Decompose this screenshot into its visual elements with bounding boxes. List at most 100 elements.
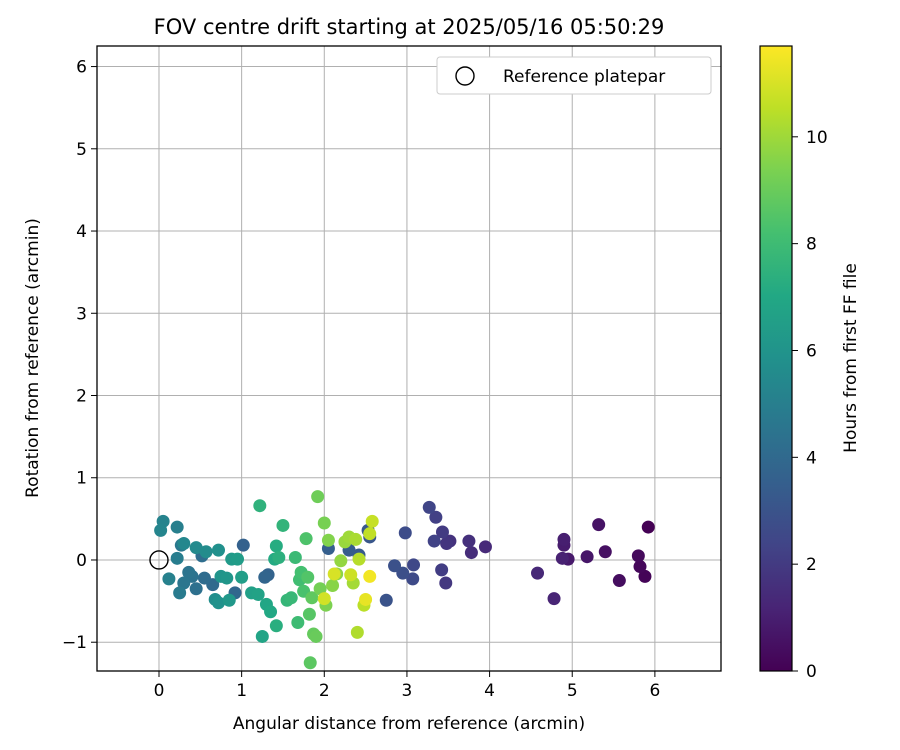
colorbar-ticks: 0 2 4 6 8 10 [792,128,828,682]
data-point [170,551,184,565]
data-point [305,591,319,605]
data-point [407,558,421,572]
colorbar-tick-label: 4 [806,448,817,468]
x-tick-label: 1 [236,681,247,701]
plot-frame [96,45,722,672]
data-point [435,563,449,577]
legend-entry-label: Reference platepar [503,67,665,87]
data-point [222,593,236,607]
data-point [199,545,213,559]
data-point [231,552,245,566]
y-tick-label: 4 [76,222,87,242]
x-tick-label: 4 [484,681,495,701]
data-point [429,510,443,524]
data-point [427,534,441,548]
data-point [365,514,379,528]
reference-platepar-marker [149,550,169,570]
y-tick-label: 0 [76,551,87,571]
data-point [258,570,272,584]
data-point [363,569,377,583]
data-point [291,615,305,629]
data-point [344,568,358,582]
data-point [182,565,196,579]
data-point [631,549,645,563]
legend: Reference platepar [436,56,712,95]
data-point [464,546,478,560]
y-tick-label: 3 [76,304,87,324]
data-point [598,545,612,559]
y-tick-label: 1 [76,469,87,489]
data-point [406,572,420,586]
data-point [236,538,250,552]
x-axis-ticks: 0 1 2 3 4 5 6 [154,671,660,701]
data-point [612,574,626,588]
data-point [309,629,323,643]
data-point [170,520,184,534]
data-point [327,567,341,581]
data-point [288,551,302,565]
data-point [255,629,269,643]
data-point [388,559,402,573]
colorbar-tick-label: 10 [806,128,828,148]
y-tick-label: 2 [76,387,87,407]
chart-title: FOV centre drift starting at 2025/05/16 … [154,15,665,39]
x-tick-label: 3 [402,681,413,701]
data-point [269,619,283,633]
data-point [349,532,363,546]
data-point [352,552,366,566]
data-point [435,525,449,539]
data-point [162,572,176,586]
data-point [326,578,340,592]
x-tick-label: 6 [649,681,660,701]
data-point [313,582,327,596]
data-point [317,592,331,606]
y-tick-label: 5 [76,140,87,160]
data-point [638,569,652,583]
data-point [177,537,191,551]
data-point [396,566,410,580]
colorbar-tick-label: 8 [806,235,817,255]
data-point [359,592,373,606]
colorbar-tick-label: 6 [806,341,817,361]
data-point [547,592,561,606]
data-point [580,550,594,564]
data-point [398,526,412,540]
y-tick-label: −1 [62,633,87,653]
data-point [154,523,168,537]
data-point [555,551,569,565]
data-point [439,576,453,590]
x-tick-label: 2 [319,681,330,701]
data-point [422,500,436,514]
data-point [272,551,286,565]
data-point [211,543,225,557]
data-point [633,560,647,574]
data-point [189,582,203,596]
data-point [251,588,265,602]
data-point [557,532,571,546]
data-point [189,541,203,555]
data-point [253,499,267,513]
data-point [301,570,315,584]
data-points [149,490,655,670]
y-tick-label: 6 [76,58,87,78]
data-point [220,571,234,585]
y-axis-label: Rotation from reference (arcmin) [23,218,43,498]
data-point [269,539,283,553]
x-tick-label: 0 [154,681,165,701]
data-point [264,605,278,619]
data-point [363,527,377,541]
colorbar-gradient [759,45,793,672]
data-point [311,490,325,504]
colorbar-label: Hours from first FF file [841,263,861,453]
y-axis-ticks: −1 0 1 2 3 4 5 6 [62,58,97,653]
data-point [350,625,364,639]
legend-reference-marker-icon [455,66,475,86]
data-point [284,591,298,605]
data-point [276,518,290,532]
data-point [462,534,476,548]
data-point [440,537,454,551]
data-point [177,576,191,590]
data-point [303,656,317,670]
data-point [211,596,225,610]
